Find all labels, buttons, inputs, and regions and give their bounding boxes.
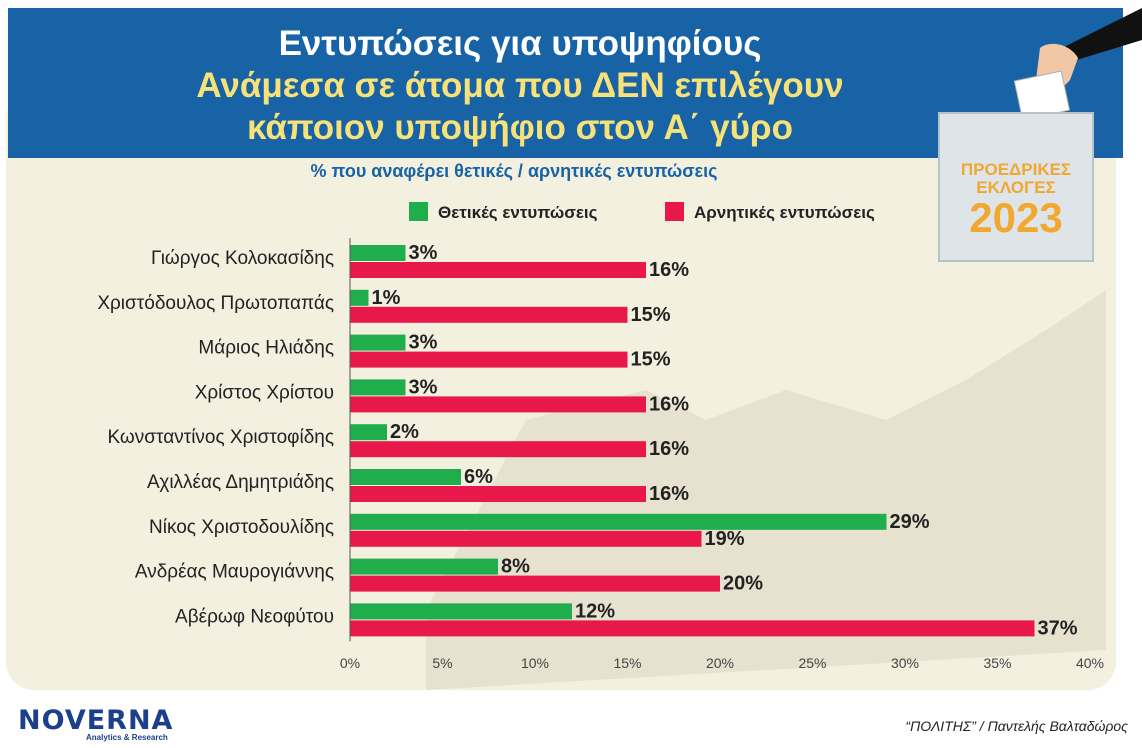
data-label-positive: 3% (409, 242, 438, 264)
x-tick-label: 15% (613, 655, 641, 671)
category-label: Χρίστος Χρίστου (195, 382, 334, 403)
category-label: Αβέρωφ Νεοφύτου (175, 606, 334, 627)
bar-negative (350, 396, 646, 413)
data-label-positive: 8% (501, 556, 530, 578)
chart-subtitle: % που αναφέρει θετικές / αρνητικές εντυπ… (310, 161, 718, 181)
x-tick-label: 0% (340, 655, 360, 671)
legend-label-positive: Θετικές εντυπώσεις (438, 203, 598, 222)
x-tick-label: 5% (432, 655, 452, 671)
category-label: Μάριος Ηλιάδης (198, 338, 334, 359)
bar-positive (350, 379, 406, 396)
data-label-negative: 16% (649, 259, 689, 281)
data-label-positive: 2% (390, 421, 419, 443)
logo-subtext: Analytics & Research (86, 733, 168, 742)
bar-positive (350, 334, 406, 351)
data-label-negative: 16% (649, 393, 689, 415)
data-label-negative: 20% (723, 573, 763, 595)
x-tick-label: 40% (1076, 655, 1104, 671)
bar-positive (350, 558, 498, 575)
data-label-negative: 15% (631, 304, 671, 326)
category-label: Χριστόδουλος Πρωτοπαπάς (97, 293, 334, 314)
bar-positive (350, 289, 369, 306)
bar-negative (350, 351, 628, 368)
bar-negative (350, 306, 628, 323)
bar-positive (350, 469, 461, 485)
x-tick-label: 25% (798, 655, 826, 671)
bar-negative (350, 486, 646, 502)
data-label-negative: 16% (649, 438, 689, 460)
x-tick-label: 10% (521, 655, 549, 671)
category-label: Γιώργος Κολοκασίδης (151, 248, 334, 269)
data-label-positive: 3% (409, 332, 438, 354)
title-banner (8, 8, 1123, 158)
x-tick-label: 35% (983, 655, 1011, 671)
bar-chart: Γιώργος Κολοκασίδης 3% 16% Χριστόδουλος Πρω… (97, 238, 1104, 671)
x-tick-label: 20% (706, 655, 734, 671)
bar-positive (350, 603, 572, 620)
bar-negative (350, 262, 646, 278)
bar-positive (350, 424, 387, 441)
x-tick-label: 30% (891, 655, 919, 671)
badge-line1: ΠΡΟΕΔΡΙΚΕΣ (960, 160, 1072, 179)
category-label: Νίκος Χριστοδουλίδης (149, 517, 334, 538)
badge-line2: ΕΚΛΟΓΕΣ (976, 178, 1056, 197)
badge-year: 2023 (969, 194, 1063, 241)
source-credit: “ΠΟΛΙΤΗΣ” / Παντελής Βαλταδώρος (905, 718, 1128, 734)
chart-title: Εντυπώσεις για υποψηφίους (278, 24, 762, 63)
data-label-negative: 15% (631, 349, 671, 371)
bar-negative (350, 530, 702, 547)
category-label: Ανδρέας Μαυρογιάννης (135, 562, 334, 583)
legend-label-negative: Αρνητικές εντυπώσεις (694, 203, 875, 222)
bar-negative (350, 620, 1035, 637)
legend-swatch-positive (409, 202, 428, 221)
data-label-positive: 29% (890, 511, 930, 533)
ballot-hand-icon (1013, 8, 1142, 121)
logo-text: NOVERNA (18, 705, 174, 736)
data-label-positive: 1% (372, 287, 401, 309)
bar-negative (350, 575, 720, 592)
legend-item-positive: Θετικές εντυπώσεις (409, 202, 597, 223)
category-label: Κωνσταντίνος Χριστοφίδης (107, 427, 334, 448)
legend-item-negative: Αρνητικές εντυπώσεις (665, 202, 875, 223)
data-label-positive: 12% (575, 600, 615, 622)
bar-positive (350, 513, 887, 530)
category-label: Αχιλλέας Δημητριάδης (147, 472, 334, 493)
bar-positive (350, 245, 406, 261)
election-badge: ΠΡΟΕΔΡΙΚΕΣ ΕΚΛΟΓΕΣ 2023 (938, 112, 1094, 262)
data-label-negative: 19% (705, 528, 745, 550)
bar-negative (350, 441, 646, 458)
data-label-positive: 3% (409, 376, 438, 398)
noverna-logo: NOVERNA Analytics & Research (18, 705, 174, 742)
data-label-positive: 6% (464, 466, 493, 488)
legend-swatch-negative (665, 202, 684, 221)
chart-title-line2: Ανάμεσα σε άτομα που ΔΕΝ επιλέγουν (196, 66, 844, 105)
chart-title-line3: κάποιον υποψήφιο στον Α΄ γύρο (247, 108, 793, 147)
data-label-negative: 37% (1038, 617, 1078, 639)
data-label-negative: 16% (649, 483, 689, 505)
